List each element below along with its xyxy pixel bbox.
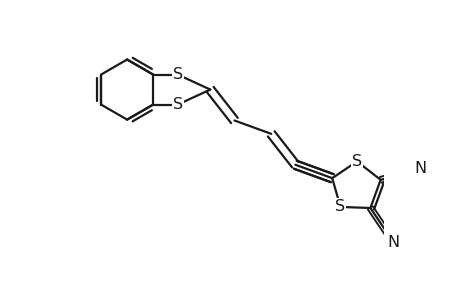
Text: N: N [413, 161, 425, 176]
Text: S: S [172, 97, 182, 112]
Text: S: S [351, 154, 361, 169]
Text: N: N [386, 235, 398, 250]
Text: S: S [335, 200, 345, 214]
Text: S: S [172, 67, 182, 82]
